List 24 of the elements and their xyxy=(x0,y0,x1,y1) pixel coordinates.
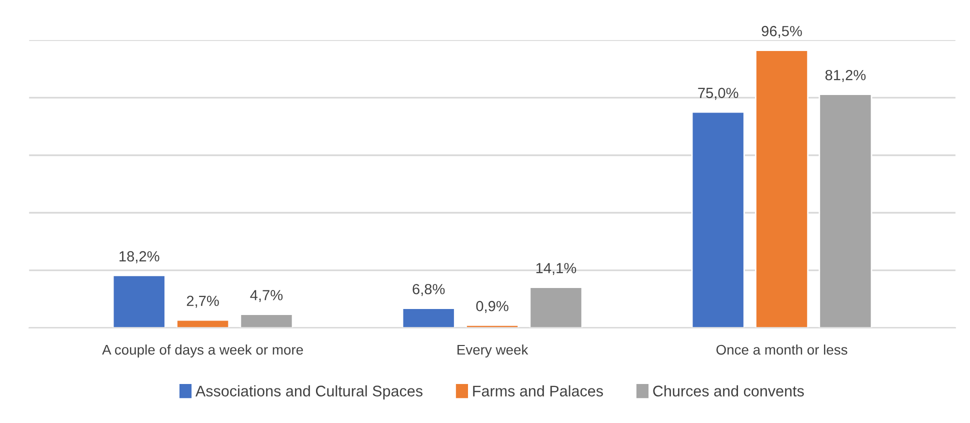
x-tick-label: Every week xyxy=(458,344,528,358)
data-label: 14,1% xyxy=(536,263,576,275)
bar xyxy=(112,274,166,328)
data-label: 96,5% xyxy=(762,26,802,38)
legend-label: Farms and Palaces xyxy=(473,385,603,396)
legend-label: Churces and convents xyxy=(653,385,804,396)
bar xyxy=(240,314,294,328)
data-label: 75,0% xyxy=(698,88,738,100)
bar xyxy=(466,324,520,328)
data-label: 6,8% xyxy=(412,284,445,296)
data-label: 81,2% xyxy=(825,70,866,82)
bar xyxy=(529,286,583,328)
x-tick-label: Once a month or less xyxy=(716,344,848,355)
bar xyxy=(402,308,456,328)
legend-label: Associations and Cultural Spaces xyxy=(195,385,422,400)
bar xyxy=(818,94,872,328)
data-label: 2,7% xyxy=(186,296,219,308)
data-label: 0,9% xyxy=(476,300,508,313)
bar xyxy=(691,111,745,328)
bar xyxy=(755,50,809,328)
data-label: 18,2% xyxy=(120,251,160,264)
x-tick-label: A couple of days a week or more xyxy=(102,344,303,358)
bar xyxy=(176,319,230,328)
data-label: 4,7% xyxy=(250,290,283,302)
